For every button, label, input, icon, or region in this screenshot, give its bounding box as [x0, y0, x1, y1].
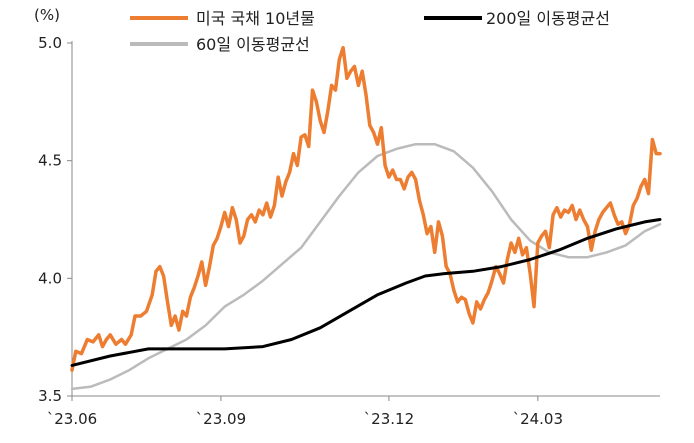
- y-tick-label: 4.5: [38, 152, 62, 170]
- x-tick-label: `23.06: [47, 410, 97, 428]
- series-line-0: [70, 45, 662, 372]
- series-layer: [70, 45, 662, 391]
- legend-label-1: 200일 이동평균선: [486, 9, 610, 28]
- x-tick-label: `23.09: [196, 410, 246, 428]
- series-line-1: [70, 218, 662, 367]
- y-unit-label: (%): [34, 6, 60, 24]
- legend: 미국 국채 10년물 200일 이동평균선 60일 이동평균선: [130, 9, 610, 54]
- x-tick-label: `24.03: [513, 410, 563, 428]
- y-tick-label: 3.5: [38, 387, 62, 405]
- legend-label-0: 미국 국채 10년물: [196, 9, 315, 28]
- legend-label-2: 60일 이동평균선: [196, 35, 310, 54]
- x-tick-label: `23.12: [364, 410, 414, 428]
- axes: (%) 3.5 4.0 4.5 5.0 `23.06 `23.09 `23.12 `24.03: [34, 6, 660, 428]
- y-tick-label: 4.0: [38, 269, 62, 287]
- series-line-2: [70, 142, 662, 391]
- y-tick-label: 5.0: [38, 34, 62, 52]
